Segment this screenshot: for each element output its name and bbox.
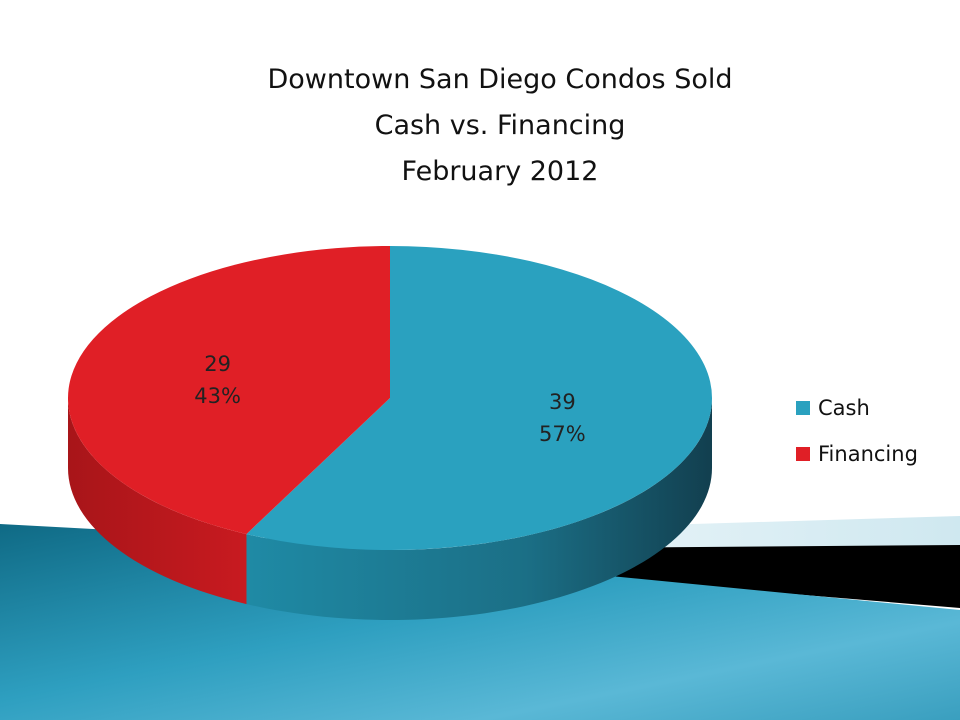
pie-slice-cash	[246, 246, 713, 550]
data-label-value-financing: 29	[204, 352, 231, 376]
legend-label-financing: Financing	[818, 442, 918, 466]
pie-side-financing	[67, 398, 247, 605]
pie-slice-financing	[68, 246, 391, 535]
data-label-value-cash: 39	[549, 390, 576, 414]
legend-swatch-financing	[796, 447, 810, 461]
data-label-percent-cash: 57%	[539, 422, 586, 446]
background-black-band	[560, 545, 960, 608]
legend-label-cash: Cash	[818, 396, 870, 420]
legend-swatch-cash	[796, 401, 810, 415]
data-label-percent-financing: 43%	[194, 384, 241, 408]
pie-side-cash	[246, 398, 713, 620]
chart-title-line-1: Downtown San Diego Condos Sold	[267, 64, 733, 95]
chart-title-line-3: February 2012	[401, 156, 599, 187]
chart-title-line-2: Cash vs. Financing	[374, 110, 626, 141]
